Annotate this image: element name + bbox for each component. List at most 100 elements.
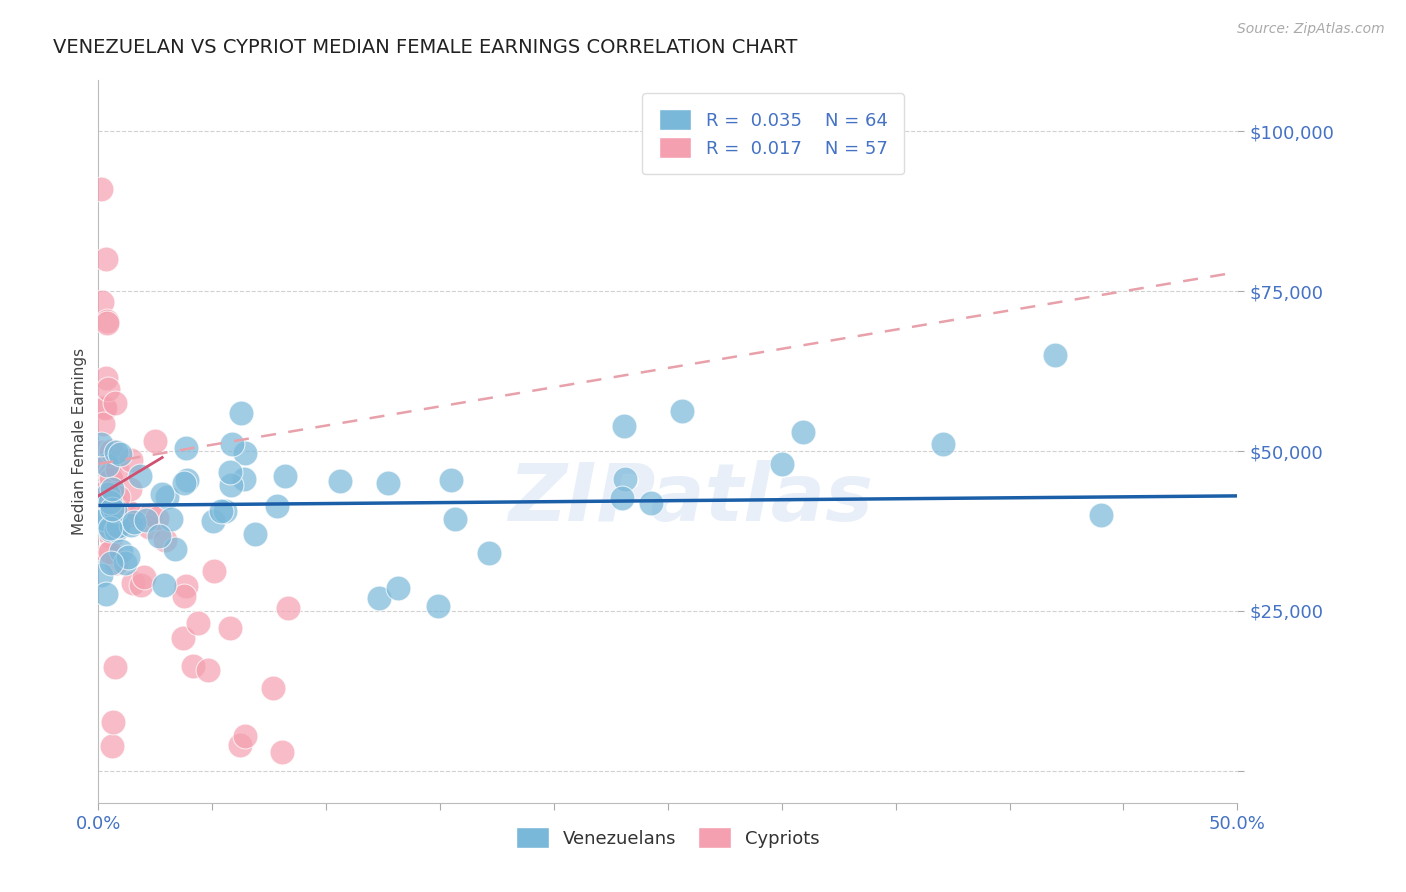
- Point: [233, 729, 256, 743]
- Point: [122, 515, 145, 529]
- Point: [100, 530, 122, 544]
- Point: [111, 503, 134, 517]
- Point: [219, 478, 242, 492]
- Point: [97, 382, 120, 396]
- Point: [229, 738, 252, 752]
- Point: [135, 513, 157, 527]
- Point: [118, 482, 141, 496]
- Y-axis label: Median Female Earnings: Median Female Earnings: [72, 348, 87, 535]
- Point: [104, 502, 127, 516]
- Point: [96, 314, 118, 328]
- Point: [770, 457, 793, 471]
- Point: [159, 512, 181, 526]
- Text: ZIPatlas: ZIPatlas: [508, 460, 873, 539]
- Point: [90, 182, 112, 196]
- Point: [266, 499, 288, 513]
- Point: [120, 507, 142, 521]
- Point: [105, 445, 128, 459]
- Point: [100, 444, 122, 458]
- Point: [101, 483, 124, 497]
- Point: [96, 316, 118, 330]
- Point: [90, 437, 112, 451]
- Point: [98, 467, 121, 481]
- Point: [214, 504, 236, 518]
- Point: [105, 461, 128, 475]
- Point: [107, 520, 129, 534]
- Point: [100, 472, 122, 486]
- Point: [94, 252, 117, 267]
- Point: [478, 546, 501, 560]
- Point: [129, 468, 152, 483]
- Point: [262, 681, 284, 695]
- Point: [155, 533, 177, 548]
- Point: [156, 491, 179, 505]
- Point: [94, 587, 117, 601]
- Point: [93, 400, 115, 414]
- Point: [120, 518, 142, 533]
- Point: [96, 458, 118, 472]
- Point: [90, 567, 112, 582]
- Point: [368, 591, 391, 606]
- Point: [104, 396, 127, 410]
- Point: [94, 456, 117, 470]
- Point: [153, 578, 176, 592]
- Point: [932, 437, 955, 451]
- Text: Source: ZipAtlas.com: Source: ZipAtlas.com: [1237, 22, 1385, 37]
- Point: [229, 406, 252, 420]
- Point: [98, 523, 121, 537]
- Point: [792, 425, 814, 439]
- Point: [277, 600, 299, 615]
- Point: [104, 660, 127, 674]
- Point: [671, 404, 693, 418]
- Point: [91, 294, 114, 309]
- Point: [107, 491, 129, 505]
- Point: [201, 514, 224, 528]
- Point: [91, 417, 114, 431]
- Point: [172, 631, 194, 645]
- Point: [271, 745, 294, 759]
- Point: [93, 511, 115, 525]
- Point: [105, 557, 128, 571]
- Point: [427, 599, 450, 613]
- Point: [97, 486, 120, 500]
- Point: [115, 509, 138, 524]
- Point: [150, 487, 173, 501]
- Point: [101, 739, 124, 754]
- Point: [218, 465, 240, 479]
- Point: [173, 476, 195, 491]
- Point: [165, 542, 187, 557]
- Point: [98, 545, 121, 559]
- Legend: Venezuelans, Cypriots: Venezuelans, Cypriots: [509, 820, 827, 855]
- Point: [176, 473, 198, 487]
- Point: [132, 570, 155, 584]
- Point: [173, 589, 195, 603]
- Point: [114, 556, 136, 570]
- Point: [101, 501, 124, 516]
- Point: [243, 527, 266, 541]
- Point: [387, 582, 409, 596]
- Point: [117, 549, 139, 564]
- Point: [174, 441, 197, 455]
- Point: [146, 510, 169, 524]
- Point: [121, 576, 143, 591]
- Point: [103, 494, 125, 508]
- Point: [202, 564, 225, 578]
- Point: [197, 663, 219, 677]
- Point: [209, 503, 232, 517]
- Point: [97, 546, 120, 560]
- Point: [104, 523, 127, 537]
- Point: [221, 437, 243, 451]
- Point: [1043, 348, 1066, 362]
- Point: [174, 578, 197, 592]
- Point: [440, 473, 463, 487]
- Point: [148, 529, 170, 543]
- Point: [96, 371, 118, 385]
- Point: [1090, 508, 1112, 522]
- Text: VENEZUELAN VS CYPRIOT MEDIAN FEMALE EARNINGS CORRELATION CHART: VENEZUELAN VS CYPRIOT MEDIAN FEMALE EARN…: [53, 37, 797, 56]
- Point: [105, 503, 128, 517]
- Point: [98, 521, 121, 535]
- Point: [107, 519, 129, 533]
- Point: [218, 621, 240, 635]
- Point: [94, 490, 117, 504]
- Point: [614, 472, 637, 486]
